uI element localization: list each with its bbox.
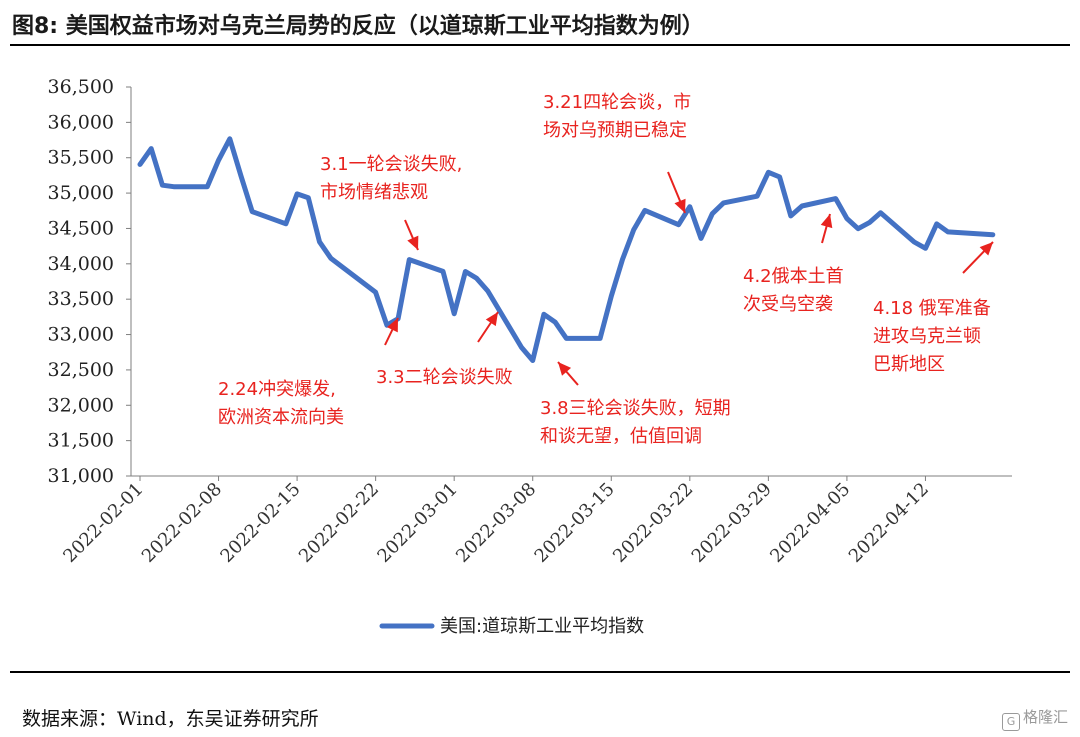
y-tick-label: 32,000 <box>48 394 114 416</box>
annotation-arrow-head-icon <box>485 312 498 327</box>
watermark: G 格隆汇 <box>1001 706 1068 731</box>
x-tick-label: 2022-04-05 <box>766 479 854 567</box>
y-tick-label: 31,000 <box>48 465 114 487</box>
annotation-text: 3.1一轮会谈失败, <box>320 154 462 175</box>
annotation-text: 市场情绪悲观 <box>320 182 428 203</box>
annotations-layer: 2.24冲突爆发, 欧洲资本流向美 3.1一轮会谈失败, 市场情绪悲观 3.3二轮会谈失… <box>218 92 994 447</box>
y-tick-label: 34,000 <box>48 253 114 275</box>
annotation: 3.3二轮会谈失败 <box>376 311 513 388</box>
annotation-text: 场对乌预期已稳定 <box>543 120 687 141</box>
annotation-text: 3.8三轮会谈失败，短期 <box>540 398 731 419</box>
annotation-text: 2.24冲突爆发, <box>218 379 336 400</box>
y-tick-label: 33,500 <box>48 288 114 310</box>
annotation: 2.24冲突爆发, 欧洲资本流向美 <box>218 317 399 428</box>
annotation-text: 4.18 俄军准备 <box>873 298 991 319</box>
annotation-arrow-head-icon <box>386 318 398 333</box>
y-tick-label: 33,000 <box>48 324 114 346</box>
x-tick-label: 2022-02-15 <box>216 479 304 567</box>
annotation-text: 巴斯地区 <box>873 354 945 375</box>
annotation-arrow-head-icon <box>820 214 833 229</box>
annotation-text: 进攻乌克兰顿 <box>873 326 981 347</box>
top-rule <box>10 44 1070 46</box>
x-tick-label: 2022-03-01 <box>373 479 461 567</box>
annotation-arrow-head-icon <box>407 235 419 250</box>
y-tick-label: 31,500 <box>48 430 114 452</box>
annotation-arrow-head-icon <box>558 362 572 376</box>
x-tick-label: 2022-02-01 <box>59 479 147 567</box>
x-tick-label: 2022-02-08 <box>138 479 226 567</box>
x-tick-label: 2022-03-29 <box>688 479 776 567</box>
y-tick-label: 36,000 <box>48 111 114 133</box>
series-layer <box>137 136 996 363</box>
y-tick-label: 34,500 <box>48 217 114 239</box>
x-tick-label: 2022-03-15 <box>531 479 619 567</box>
y-axis-ticks: 31,000 31,500 32,000 32,500 33,000 33,500 34,0… <box>48 76 131 487</box>
y-tick-label: 36,500 <box>48 76 114 98</box>
bottom-rule <box>10 671 1070 673</box>
watermark-logo-icon: G <box>1001 713 1020 731</box>
legend: 美国:道琼斯工业平均指数 <box>379 616 644 637</box>
line-chart: 31,000 31,500 32,000 32,500 33,000 33,500 34,0… <box>48 76 1012 637</box>
x-tick-label: 2022-04-12 <box>845 479 933 567</box>
annotation-text: 3.3二轮会谈失败 <box>376 367 513 388</box>
annotation-text: 3.21四轮会谈，市 <box>543 92 691 113</box>
annotation: 3.1一轮会谈失败, 市场情绪悲观 <box>320 154 462 251</box>
axes <box>130 87 1012 477</box>
y-tick-label: 35,500 <box>48 147 114 169</box>
x-tick-label: 2022-03-22 <box>609 479 697 567</box>
watermark-text: 格隆汇 <box>1022 708 1068 726</box>
x-tick-label: 2022-02-22 <box>295 479 383 567</box>
annotation-arrow-head-icon <box>674 198 686 213</box>
x-tick-label: 2022-03-08 <box>452 479 540 567</box>
annotation-text: 次受乌空袭 <box>743 294 833 315</box>
annotation-text: 4.2俄本土首 <box>743 266 844 287</box>
series-line <box>137 136 996 363</box>
annotation-text: 和谈无望，估值回调 <box>540 426 702 447</box>
source-note: 数据来源：Wind，东吴证券研究所 <box>22 708 319 730</box>
y-tick-label: 35,000 <box>48 182 114 204</box>
annotation-text: 欧洲资本流向美 <box>218 407 344 428</box>
x-axis-ticks: 2022-02-012022-02-082022-02-152022-02-22… <box>59 476 933 567</box>
figure-title: 图8: 美国权益市场对乌克兰局势的反应（以道琼斯工业平均指数为例） <box>12 14 704 39</box>
annotation-arrow-head-icon <box>979 242 993 256</box>
legend-label: 美国:道琼斯工业平均指数 <box>440 616 644 637</box>
y-tick-label: 32,500 <box>48 359 114 381</box>
